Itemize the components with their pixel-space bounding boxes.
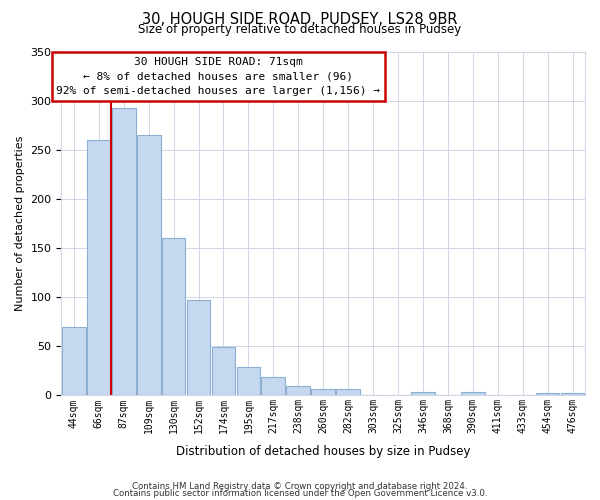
Y-axis label: Number of detached properties: Number of detached properties	[15, 136, 25, 311]
Bar	[286, 386, 310, 396]
Bar	[560, 394, 584, 396]
Bar	[262, 376, 285, 396]
Bar	[536, 394, 559, 396]
Bar	[411, 392, 435, 396]
Bar	[236, 367, 260, 396]
Text: 30, HOUGH SIDE ROAD, PUDSEY, LS28 9BR: 30, HOUGH SIDE ROAD, PUDSEY, LS28 9BR	[142, 12, 458, 28]
Bar	[162, 238, 185, 396]
Bar	[336, 390, 360, 396]
Text: 30 HOUGH SIDE ROAD: 71sqm
← 8% of detached houses are smaller (96)
92% of semi-d: 30 HOUGH SIDE ROAD: 71sqm ← 8% of detach…	[56, 56, 380, 96]
Bar	[137, 135, 161, 396]
Bar	[87, 140, 110, 396]
Bar	[461, 392, 485, 396]
Bar	[112, 108, 136, 396]
Text: Contains HM Land Registry data © Crown copyright and database right 2024.: Contains HM Land Registry data © Crown c…	[132, 482, 468, 491]
Bar	[62, 326, 86, 396]
Bar	[187, 300, 211, 396]
Text: Contains public sector information licensed under the Open Government Licence v3: Contains public sector information licen…	[113, 489, 487, 498]
Bar	[212, 347, 235, 396]
Bar	[311, 390, 335, 396]
Text: Size of property relative to detached houses in Pudsey: Size of property relative to detached ho…	[139, 22, 461, 36]
X-axis label: Distribution of detached houses by size in Pudsey: Distribution of detached houses by size …	[176, 444, 470, 458]
